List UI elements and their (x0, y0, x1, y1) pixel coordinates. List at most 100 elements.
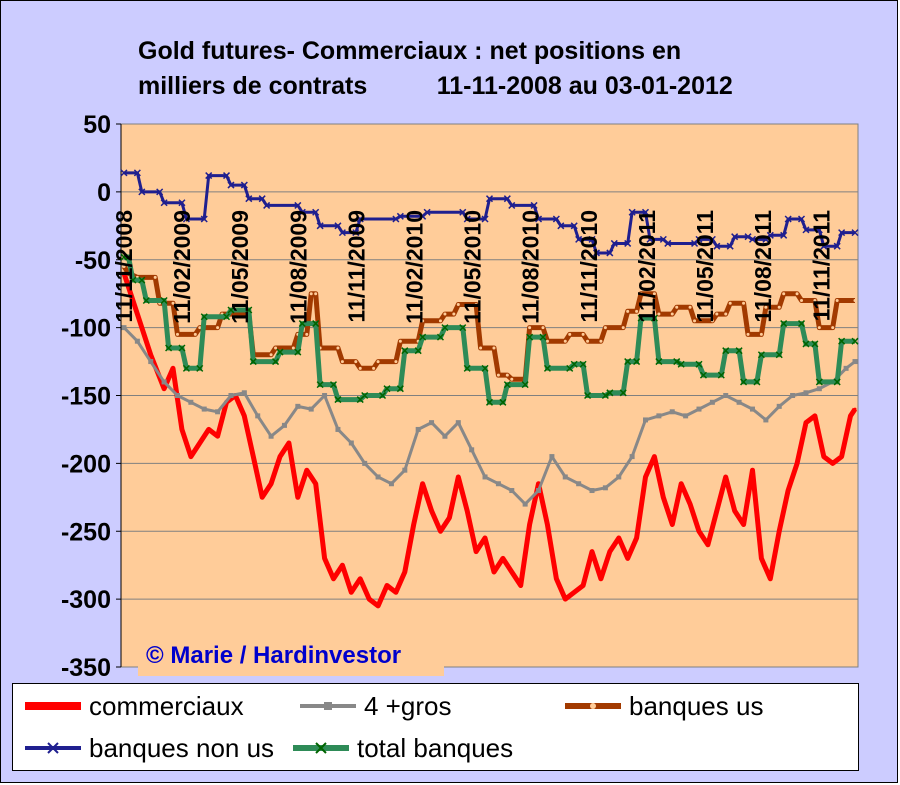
data-point (429, 420, 435, 426)
data-point (709, 399, 715, 405)
data-point (602, 485, 608, 491)
data-point (699, 371, 707, 379)
data-point (601, 391, 609, 400)
data-point (305, 332, 309, 336)
data-point (710, 319, 714, 323)
data-point (646, 235, 654, 243)
data-point (568, 332, 572, 336)
data-point (628, 208, 636, 216)
data-point (723, 393, 729, 398)
data-point (610, 239, 618, 247)
legend-label: banques non us (89, 732, 275, 763)
x-tick-label: 11/02/2009 (169, 210, 195, 324)
data-point (766, 231, 774, 239)
data-point (664, 239, 672, 247)
data-point (340, 563, 344, 567)
data-point (619, 389, 627, 397)
data-point (581, 584, 585, 588)
data-point (419, 333, 427, 341)
data-point (849, 414, 853, 418)
data-point (831, 461, 835, 465)
data-point (175, 332, 179, 336)
data-point (635, 536, 639, 540)
data-point (227, 181, 235, 189)
data-point (535, 215, 543, 223)
data-point (242, 414, 246, 418)
data-point (813, 414, 817, 418)
data-point (726, 242, 734, 250)
data-point (281, 422, 287, 428)
data-point (442, 433, 448, 439)
data-point (133, 169, 141, 177)
data-point (635, 309, 639, 313)
data-point (447, 516, 451, 520)
data-point (228, 393, 234, 398)
data-point (521, 381, 529, 389)
data-point (278, 455, 282, 459)
data-point (579, 360, 587, 368)
y-tick-label: -100 (61, 315, 111, 343)
data-point (539, 333, 547, 341)
data-point (334, 222, 342, 230)
data-point (153, 275, 157, 279)
series-4-gros (121, 325, 858, 507)
legend-swatch-4-gros (300, 702, 356, 710)
data-point (750, 468, 754, 472)
data-point (474, 550, 478, 554)
data-point (528, 326, 532, 330)
data-point (354, 360, 358, 364)
data-point (148, 359, 154, 365)
y-tick-label: -300 (61, 586, 111, 614)
data-point (715, 509, 719, 513)
data-point (706, 543, 710, 547)
legend-item-4-gros: 4 +gros (298, 686, 451, 726)
data-point (777, 305, 781, 309)
data-point (312, 208, 320, 216)
data-point (245, 306, 253, 314)
data-point (423, 208, 431, 216)
data-point (528, 522, 532, 526)
data-point (530, 201, 538, 209)
data-point (795, 461, 799, 465)
data-point (644, 475, 648, 479)
data-point (626, 556, 630, 560)
data-point (688, 305, 692, 309)
data-point (309, 292, 313, 296)
data-point (129, 276, 137, 284)
data-point (314, 292, 318, 296)
data-point (402, 467, 408, 473)
data-point (617, 536, 621, 540)
data-point (415, 426, 421, 432)
data-point (358, 366, 362, 370)
data-point (852, 359, 858, 365)
data-point (385, 584, 389, 588)
data-point (495, 481, 501, 487)
data-point (508, 201, 516, 209)
x-axis: 11/11/2008 11/02/2009 11/05/2009 11/08/2009… (111, 210, 834, 324)
data-point (624, 239, 632, 247)
data-point (764, 305, 768, 309)
data-point (198, 326, 202, 330)
data-point (639, 292, 643, 296)
data-point (272, 358, 280, 366)
x-tick-label: 11/11/2008 (111, 210, 137, 323)
data-point (142, 296, 150, 305)
data-point (820, 242, 828, 250)
data-point (679, 482, 683, 486)
data-point (735, 347, 743, 355)
data-point (626, 309, 630, 313)
data-point (216, 434, 220, 438)
legend-swatch-commerciaux (25, 702, 81, 710)
legend-label: total banques (357, 732, 514, 763)
data-point (603, 326, 607, 330)
data-point (838, 229, 846, 237)
data-point (708, 235, 716, 243)
data-point (138, 276, 146, 284)
data-point (436, 333, 445, 341)
data-point (465, 509, 469, 513)
data-point (121, 325, 127, 331)
data-point (149, 353, 153, 357)
legend-swatch-total-banques (293, 742, 349, 754)
data-point (479, 346, 483, 350)
data-point (670, 522, 674, 526)
